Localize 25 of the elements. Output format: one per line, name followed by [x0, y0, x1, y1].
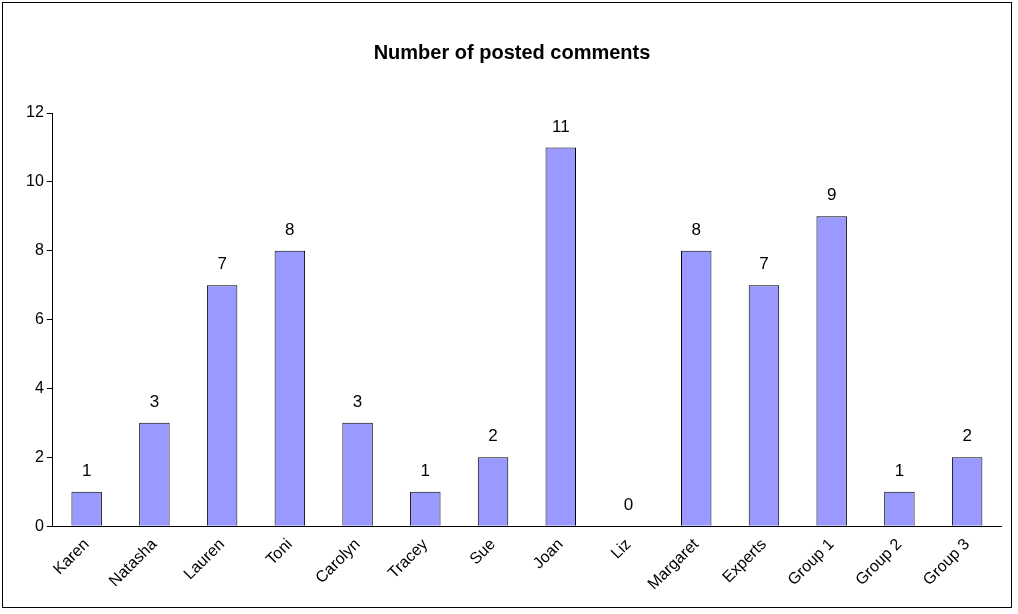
data-label: 1 [894, 460, 905, 480]
y-tick-label: 2 [34, 447, 44, 465]
x-tick-label: Toni [262, 535, 296, 568]
data-label: 3 [149, 392, 160, 412]
y-tick-label: 6 [34, 309, 44, 327]
data-label: 1 [420, 460, 431, 480]
y-tick-label: 10 [26, 172, 44, 190]
data-label: 0 [623, 495, 634, 515]
data-label: 7 [759, 254, 769, 274]
y-tick-label: 12 [26, 103, 44, 121]
data-label: 8 [691, 219, 701, 239]
y-tick-label: 4 [34, 378, 44, 396]
data-label: 1 [81, 460, 92, 480]
data-label: 3 [352, 392, 363, 412]
data-label: 7 [217, 254, 227, 274]
x-tick-label: Liz [607, 535, 634, 562]
y-tick-label: 0 [34, 516, 44, 534]
x-tick-label: Sue [466, 535, 499, 568]
data-label: 2 [488, 426, 498, 446]
data-label: 9 [826, 185, 837, 205]
data-label: 8 [285, 219, 295, 239]
y-tick-label: 8 [34, 241, 44, 259]
data-label: 11 [551, 116, 570, 136]
data-label: 2 [962, 426, 972, 446]
chart-title: Number of posted comments [373, 40, 651, 63]
